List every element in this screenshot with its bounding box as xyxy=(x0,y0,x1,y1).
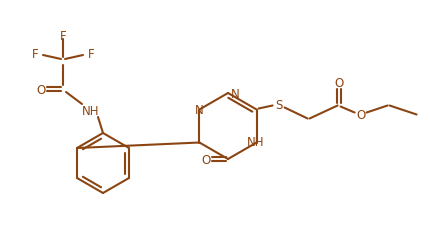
Text: NH: NH xyxy=(82,105,100,118)
Text: O: O xyxy=(201,153,211,166)
Text: F: F xyxy=(60,29,66,42)
Text: NH: NH xyxy=(247,135,264,148)
Text: N: N xyxy=(230,87,240,100)
Text: O: O xyxy=(334,77,343,90)
Text: F: F xyxy=(88,47,94,60)
Text: O: O xyxy=(37,83,46,96)
Text: N: N xyxy=(195,103,204,116)
Text: F: F xyxy=(32,47,38,60)
Text: O: O xyxy=(356,109,365,122)
Text: S: S xyxy=(275,99,282,112)
